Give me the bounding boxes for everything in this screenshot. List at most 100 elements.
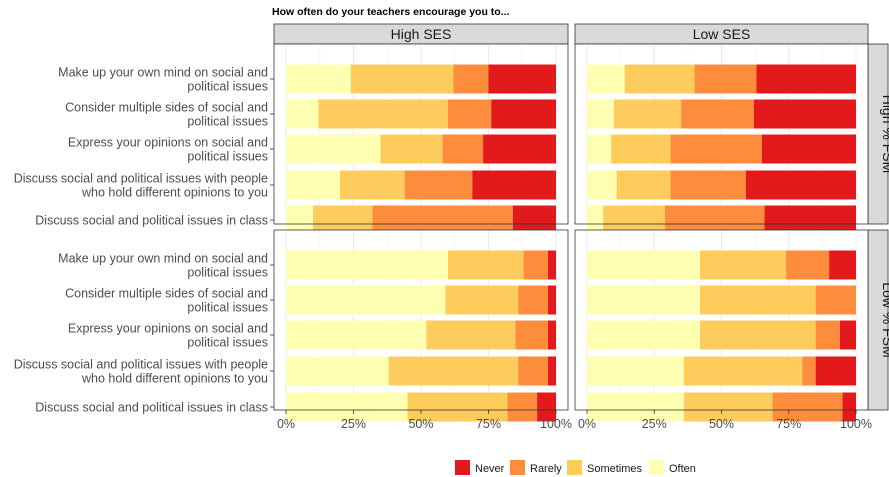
bar-segment-sometimes xyxy=(683,392,773,422)
category-label: Discuss social and political issues with… xyxy=(14,358,274,386)
bar-segment-sometimes xyxy=(699,285,816,315)
bar-segment-often xyxy=(587,392,684,422)
category-label-line: Make up your own mind on social and xyxy=(58,66,268,80)
bar-segment-sometimes xyxy=(616,170,671,200)
legend-label: Never xyxy=(475,463,505,475)
category-label-line: who hold different opinions to you xyxy=(81,372,268,386)
facet-strip-label: High SES xyxy=(391,26,452,42)
bar-segment-sometimes xyxy=(699,250,787,280)
bar-segment-rarely xyxy=(518,285,548,315)
category-labels: Make up your own mind on social andpolit… xyxy=(14,66,274,415)
category-label: Discuss social and political issues in c… xyxy=(35,401,274,415)
category-label-line: who hold different opinions to you xyxy=(81,186,268,200)
bar-segment-never xyxy=(547,285,556,315)
bar-segment-often xyxy=(587,285,700,315)
bar-segment-sometimes xyxy=(699,320,816,350)
legend-item-sometimes: Sometimes xyxy=(567,460,643,475)
bar-segment-rarely xyxy=(404,170,473,200)
bar-segment-rarely xyxy=(681,99,754,129)
bar-segment-never xyxy=(488,64,556,94)
bar-segment-never xyxy=(839,320,856,350)
legend-label: Sometimes xyxy=(587,463,643,475)
category-label-line: Consider multiple sides of social and xyxy=(65,101,268,115)
bar-segment-rarely xyxy=(670,134,762,164)
x-tick-label: 0% xyxy=(578,417,596,431)
bar-segment-rarely xyxy=(453,64,489,94)
legend-item-rarely: Rarely xyxy=(510,460,562,475)
legend-item-often: Often xyxy=(649,460,696,475)
bar-segment-never xyxy=(547,320,556,350)
bar-segment-rarely xyxy=(772,392,843,422)
category-label-line: political issues xyxy=(187,336,268,350)
bar-4 xyxy=(587,356,856,386)
bar-segment-never xyxy=(483,134,556,164)
category-label: Consider multiple sides of social andpol… xyxy=(65,101,274,129)
bar-segment-sometimes xyxy=(611,134,671,164)
bar-2 xyxy=(587,285,856,315)
bar-segment-often xyxy=(286,250,448,280)
bar-5 xyxy=(286,392,556,422)
bar-segment-never xyxy=(537,392,556,422)
bar-2 xyxy=(286,99,556,129)
bar-segment-rarely xyxy=(442,134,484,164)
x-tick-label: 50% xyxy=(709,417,734,431)
bar-segment-often xyxy=(587,99,614,129)
bar-segment-never xyxy=(491,99,556,129)
bar-segment-never xyxy=(472,170,556,200)
panel-high-ses-low-fsm xyxy=(273,229,569,422)
bar-segment-rarely xyxy=(518,356,548,386)
category-label-line: Discuss social and political issues in c… xyxy=(35,401,268,415)
panel-border xyxy=(273,43,569,225)
panel-low-ses-high-fsm xyxy=(574,43,869,235)
x-tick-label: 50% xyxy=(408,417,433,431)
bar-segment-often xyxy=(286,320,427,350)
bar-segment-sometimes xyxy=(340,170,405,200)
legend-swatch xyxy=(510,460,525,475)
category-label-line: political issues xyxy=(187,80,268,94)
bar-segment-rarely xyxy=(694,64,757,94)
facet-strip-low-fsm: Low % FSM xyxy=(867,229,889,411)
bar-segment-often xyxy=(587,134,612,164)
bar-3 xyxy=(286,320,556,350)
bar-segment-sometimes xyxy=(624,64,695,94)
legend-item-never: Never xyxy=(455,460,505,475)
bar-segment-often xyxy=(286,356,389,386)
category-label-line: Express your opinions on social and xyxy=(68,322,268,336)
facet-strip-label: Low % FSM xyxy=(880,282,889,357)
bar-4 xyxy=(286,170,556,200)
category-label: Express your opinions on social andpolit… xyxy=(68,322,274,350)
bar-3 xyxy=(286,134,556,164)
bar-segment-often xyxy=(286,64,351,94)
bar-segment-often xyxy=(286,392,408,422)
bar-segment-sometimes xyxy=(388,356,519,386)
bar-segment-sometimes xyxy=(426,320,516,350)
bar-segment-sometimes xyxy=(613,99,682,129)
bar-segment-often xyxy=(286,170,340,200)
category-label-line: Discuss social and political issues in c… xyxy=(35,214,268,228)
bar-segment-sometimes xyxy=(350,64,454,94)
x-tick-label: 0% xyxy=(277,417,295,431)
facet-strip-high-fsm: High % FSM xyxy=(867,43,889,225)
category-label-line: Discuss social and political issues with… xyxy=(14,172,268,186)
bar-3 xyxy=(587,320,856,350)
bar-segment-often xyxy=(587,356,684,386)
legend-swatch xyxy=(455,460,470,475)
panel-border xyxy=(574,43,869,225)
x-axis-high-ses: 0% 25% 50% 75% 100% xyxy=(277,410,572,431)
bar-segment-often xyxy=(587,170,617,200)
category-label: Discuss social and political issues in c… xyxy=(35,214,274,228)
bar-4 xyxy=(286,356,556,386)
category-label-line: Consider multiple sides of social and xyxy=(65,287,268,301)
bar-segment-never xyxy=(842,392,856,422)
legend-swatch xyxy=(649,460,664,475)
bar-segment-rarely xyxy=(523,250,548,280)
legend-label: Rarely xyxy=(530,463,562,475)
category-label: Make up your own mind on social andpolit… xyxy=(58,252,274,280)
bar-5 xyxy=(587,392,856,422)
bar-segment-rarely xyxy=(670,170,746,200)
bar-1 xyxy=(286,250,556,280)
panel-high-ses-high-fsm xyxy=(273,43,569,235)
bar-segment-often xyxy=(286,99,319,129)
bar-2 xyxy=(286,285,556,315)
